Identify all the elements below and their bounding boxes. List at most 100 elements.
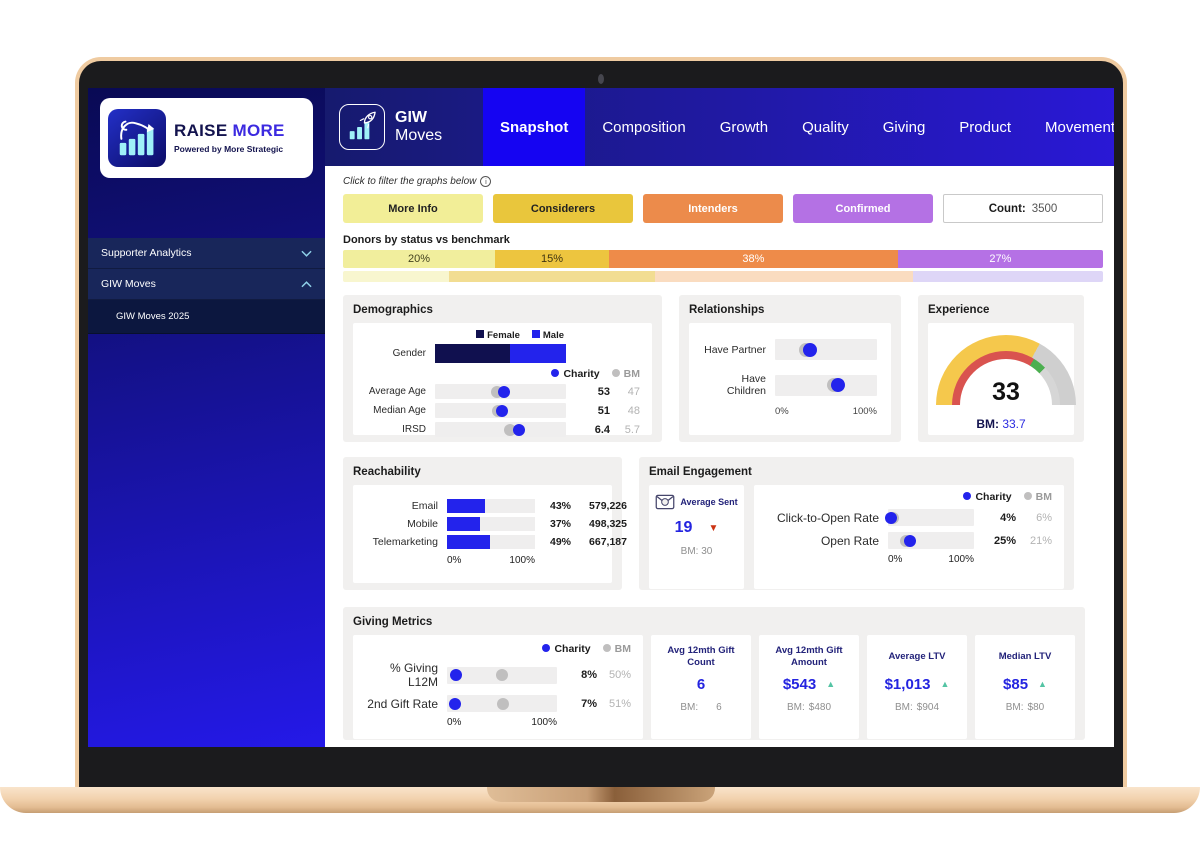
kpi-average-ltv: Average LTV $1,013 ▲ BM: $904: [867, 635, 967, 739]
status-segment-15%[interactable]: 15%: [495, 250, 609, 268]
charity-dot: [449, 669, 462, 681]
bm-dot-icon: [1023, 492, 1032, 500]
filter-button-intenders[interactable]: Intenders: [643, 194, 783, 223]
kpi-value: $85: [1003, 675, 1029, 693]
benchmark-status-bar: [343, 271, 1103, 282]
filter-hint: Click to filter the graphs below i: [343, 176, 1103, 187]
webcam-icon: [598, 74, 604, 84]
axis-row: 0% 100%: [361, 717, 631, 728]
sidebar-item-supporter-analytics[interactable]: Supporter Analytics: [88, 238, 325, 269]
brand-tagline: Powered by More Strategic: [174, 144, 284, 155]
row-label: Median Age: [373, 405, 426, 416]
kpi-bm-value: $480: [808, 702, 832, 713]
brand-text: RAISE MORE Powered by More Strategic: [174, 120, 285, 155]
axis-max: 100%: [531, 717, 557, 728]
nav-tabs: Snapshot Composition Growth Quality Giving Pr…: [483, 88, 1114, 166]
sidebar-item-giw-moves-2025[interactable]: GIW Moves 2025: [88, 300, 325, 334]
metric-row-2nd-gift-rate: 2nd Gift Rate 7% 51%: [361, 695, 631, 712]
cards-row-1: Demographics Female Male Gender Charity B…: [343, 295, 1103, 442]
row-label: Have Partner: [704, 343, 766, 356]
filter-button-more-info[interactable]: More Info: [343, 194, 483, 223]
chevron-up-icon: [301, 280, 312, 287]
experience-benchmark: BM: 33.7: [976, 417, 1026, 431]
legend-square-icon: [531, 330, 540, 338]
sidebar-item-giw-moves[interactable]: GIW Moves: [88, 269, 325, 300]
status-segment-20%[interactable]: 20%: [343, 250, 495, 268]
legend-square-icon: [476, 330, 485, 338]
email-rates-chart: Charity BM Click-to-Open Rate 4% 6% Open Ra…: [754, 485, 1064, 589]
bm-dot-icon: [611, 369, 620, 377]
average-sent-value: 19: [674, 519, 693, 536]
tab-giving[interactable]: Giving: [882, 118, 926, 136]
laptop-screen-frame: RAISE MORE Powered by More Strategic Sup…: [75, 57, 1127, 787]
charity-value: 4%: [1000, 511, 1016, 524]
charity-dot: [498, 385, 511, 398]
reachability-rows: Email 43% 579,226 Mobile 37% 498,325 Telemarke…: [361, 499, 627, 549]
tab-growth[interactable]: Growth: [719, 118, 769, 136]
menu-item-label: GIW Moves 2025: [116, 311, 190, 322]
tab-quality[interactable]: Quality: [802, 118, 849, 136]
count-value: 3500: [1031, 202, 1058, 215]
cards-row-2: Reachability Email 43% 579,226 Mobile 37% 498…: [343, 457, 1103, 590]
legend-charity: Charity: [551, 368, 600, 380]
charity-bm-legend: Charity BM: [762, 491, 1052, 503]
status-segment-38%[interactable]: 38%: [609, 250, 898, 268]
dot-track: [888, 532, 974, 549]
raise-more-logo-icon: [108, 109, 166, 167]
row-label: % Giving L12M: [389, 661, 438, 689]
status-segment-27%[interactable]: 27%: [897, 250, 1103, 268]
bm-value: 5.7: [624, 423, 640, 436]
filter-hint-text: Click to filter the graphs below: [343, 176, 477, 187]
charity-bm-legend: Charity BM: [361, 643, 631, 655]
gender-legend: Female Male: [365, 330, 564, 341]
email-engagement-title: Email Engagement: [649, 466, 752, 478]
dot-track: [775, 339, 877, 360]
charity-dot-icon: [963, 492, 972, 500]
tab-product[interactable]: Product: [959, 118, 1011, 136]
row-label: Mobile: [407, 518, 438, 530]
bm-dot: [496, 669, 508, 681]
tab-snapshot[interactable]: Snapshot: [483, 88, 586, 166]
legend-bm: BM: [1023, 491, 1052, 503]
tab-movement[interactable]: Movement: [1045, 118, 1114, 136]
bar-fill: [447, 499, 485, 513]
sidebar: RAISE MORE Powered by More Strategic Sup…: [88, 88, 325, 747]
count-value: 498,325: [589, 518, 627, 530]
dot-track: [435, 422, 566, 437]
brand-raise: RAISE: [174, 120, 228, 140]
bar-track: [447, 517, 535, 531]
metric-row-click-to-open-rate: Click-to-Open Rate 4% 6%: [762, 509, 1052, 526]
demographics-chart: Female Male Gender Charity BM Average Age…: [353, 323, 652, 437]
count-value: 579,226: [589, 500, 627, 512]
row-label: Have Children: [726, 373, 766, 397]
filter-button-confirmed[interactable]: Confirmed: [793, 194, 933, 223]
percent-value: 37%: [549, 518, 571, 530]
row-label: Gender: [392, 348, 426, 359]
charity-dot: [512, 423, 525, 436]
row-label: Telemarketing: [372, 536, 438, 548]
filter-button-considerers[interactable]: Considerers: [493, 194, 633, 223]
rocket-bars-icon: [349, 111, 376, 140]
count-value: 667,187: [589, 536, 627, 548]
info-icon[interactable]: i: [480, 176, 492, 187]
percent-value: 49%: [549, 536, 571, 548]
bar-fill: [447, 517, 480, 531]
chevron-down-icon: [301, 250, 312, 257]
male-segment: [509, 344, 566, 363]
reach-row-mobile: Mobile 37% 498,325: [361, 517, 627, 531]
benchmark-segment: [343, 271, 450, 282]
kpi-bm-label: BM:: [680, 702, 699, 713]
dot-track: [447, 666, 557, 684]
tab-composition[interactable]: Composition: [602, 118, 686, 136]
demographics-rows: Average Age 53 47 Median Age 51 48 IRSD 6.4 5.7: [365, 384, 640, 437]
count-box[interactable]: Count: 3500: [943, 194, 1104, 223]
email-engagement-body: Average Sent 19 ▼ BM: 30: [649, 485, 1064, 589]
female-segment: [435, 344, 510, 363]
dot-track: [435, 384, 566, 399]
metric-row-average-age: Average Age 53 47: [365, 384, 640, 399]
charity-dot: [802, 342, 817, 357]
kpi-benchmark: BM: $80: [1006, 702, 1044, 713]
relationships-title: Relationships: [689, 304, 765, 316]
status-bar-title: Donors by status vs benchmark: [343, 234, 510, 246]
row-label: Open Rate: [820, 533, 879, 548]
